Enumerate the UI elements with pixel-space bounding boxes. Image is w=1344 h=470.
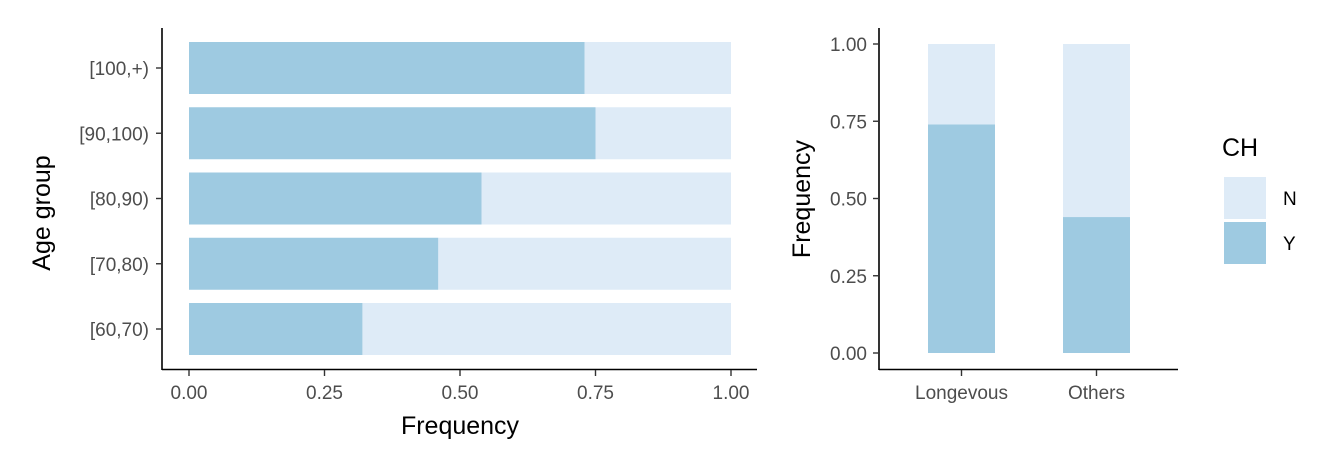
right-bars — [928, 44, 1130, 353]
left-y-tick-label: [80,90) — [90, 190, 149, 211]
left-y-tick-label: [100,+) — [89, 59, 149, 80]
right-y-tick-label: 0.00 — [830, 344, 867, 365]
left-bar-y-1 — [189, 107, 596, 160]
left-y-axis-title: Age group — [28, 155, 56, 270]
left-bar-y-3 — [189, 237, 439, 290]
left-bar-n-1 — [595, 107, 731, 160]
legend-label-y: Y — [1283, 234, 1296, 255]
right-y-axis-title: Frequency — [788, 139, 816, 258]
left-x-tick-label: 0.25 — [306, 383, 343, 404]
left-chart-panel: [100,+) [90,100) [80,90) [70,80) [60,70) 0.0… — [28, 28, 757, 440]
left-x-ticks: 0.00 0.25 0.50 0.75 1.00 — [171, 370, 750, 404]
right-y-tick-label: 1.00 — [830, 35, 867, 56]
right-bar-n-0 — [928, 44, 995, 125]
left-x-tick-label: 0.00 — [171, 383, 208, 404]
right-y-tick-label: 0.50 — [830, 190, 867, 211]
right-y-tick-label: 0.75 — [830, 112, 867, 133]
right-bar-y-0 — [928, 124, 995, 353]
legend-items: NY — [1224, 177, 1297, 264]
right-chart-panel: 0.00 0.25 0.50 0.75 1.00 Longevous Others Fre… — [788, 28, 1178, 404]
right-x-tick-label: Others — [1068, 383, 1125, 404]
left-bars — [189, 42, 731, 355]
legend-key-n — [1224, 177, 1266, 219]
left-y-tick-label: [60,70) — [90, 320, 149, 341]
left-bar-y-4 — [189, 303, 363, 355]
left-bar-n-3 — [438, 237, 731, 290]
left-y-tick-label: [70,80) — [90, 255, 149, 276]
right-x-tick-label: Longevous — [915, 383, 1008, 404]
legend: CH NY — [1222, 134, 1297, 264]
right-bar-n-1 — [1063, 44, 1130, 218]
right-bar-y-1 — [1063, 217, 1130, 353]
left-y-tick-label: [90,100) — [79, 124, 149, 145]
right-y-tick-label: 0.25 — [830, 267, 867, 288]
left-bar-y-2 — [189, 172, 482, 225]
left-bar-y-0 — [189, 42, 585, 94]
left-bar-n-4 — [362, 303, 731, 355]
left-x-tick-label: 0.75 — [577, 383, 614, 404]
left-bar-n-0 — [584, 42, 731, 94]
legend-key-y — [1224, 222, 1266, 264]
left-y-ticks: [100,+) [90,100) [80,90) [70,80) [60,70) — [79, 59, 162, 341]
right-y-ticks: 0.00 0.25 0.50 0.75 1.00 — [830, 35, 879, 365]
left-x-axis-title: Frequency — [401, 412, 520, 440]
left-x-tick-label: 0.50 — [442, 383, 479, 404]
right-x-ticks: Longevous Others — [915, 370, 1125, 404]
left-x-tick-label: 1.00 — [713, 383, 750, 404]
legend-label-n: N — [1283, 189, 1297, 210]
legend-title: CH — [1222, 134, 1258, 162]
left-bar-n-2 — [481, 172, 731, 225]
